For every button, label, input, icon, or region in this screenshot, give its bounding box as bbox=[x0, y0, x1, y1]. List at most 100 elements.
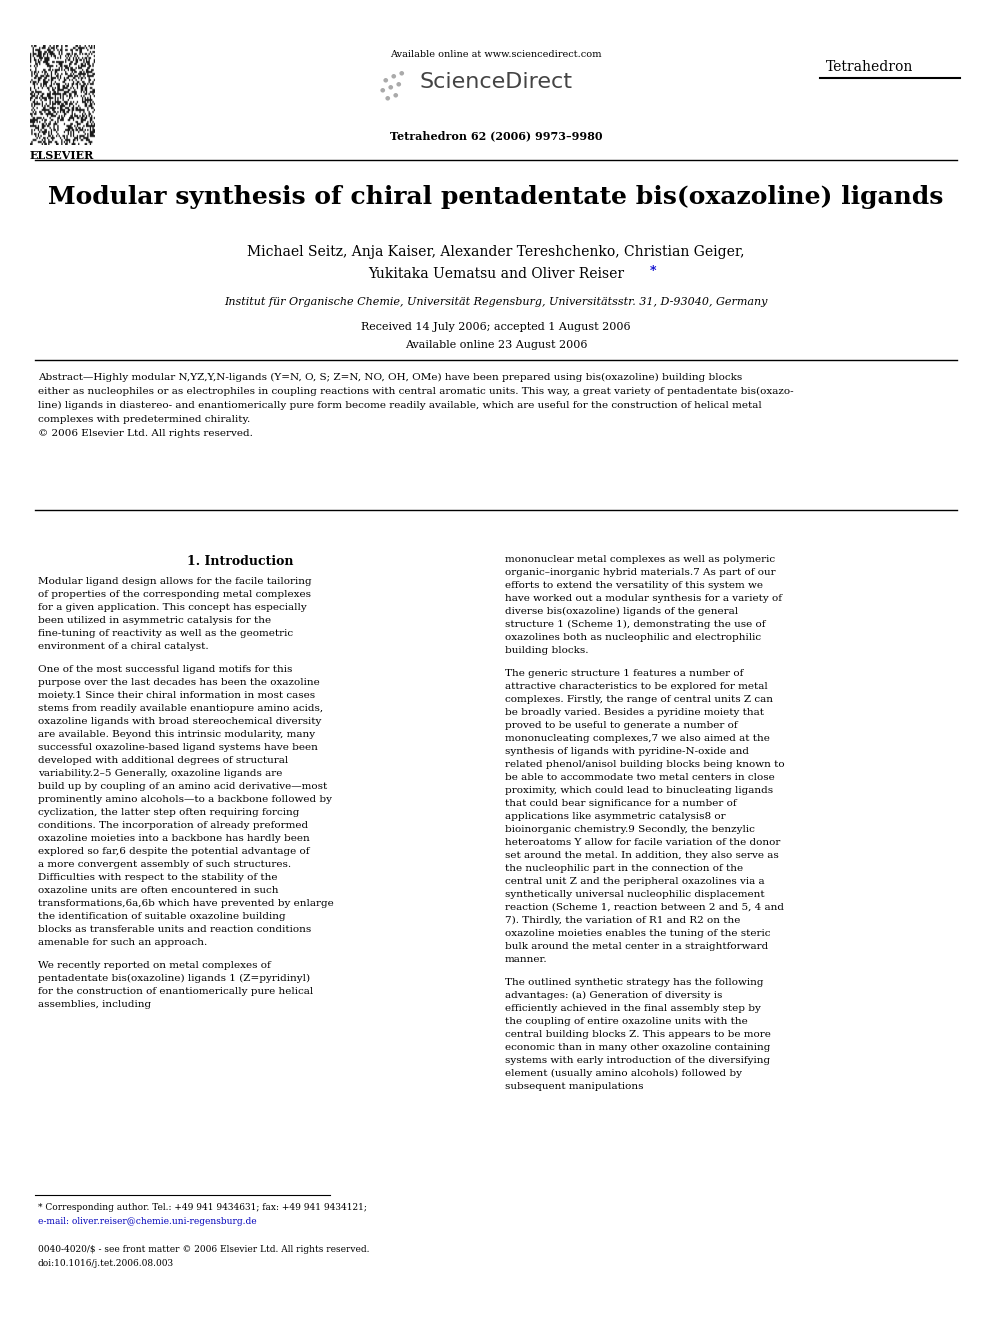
Text: Modular ligand design allows for the facile tailoring: Modular ligand design allows for the fac… bbox=[38, 577, 311, 586]
Text: central unit Z and the peripheral oxazolines via a: central unit Z and the peripheral oxazol… bbox=[505, 877, 765, 886]
Text: structure 1 (Scheme 1), demonstrating the use of: structure 1 (Scheme 1), demonstrating th… bbox=[505, 620, 766, 630]
Text: pentadentate bis(oxazoline) ligands 1 (Z=pyridinyl): pentadentate bis(oxazoline) ligands 1 (Z… bbox=[38, 974, 310, 983]
Text: organic–inorganic hybrid materials.7 As part of our: organic–inorganic hybrid materials.7 As … bbox=[505, 568, 776, 577]
Text: building blocks.: building blocks. bbox=[505, 646, 588, 655]
Text: been utilized in asymmetric catalysis for the: been utilized in asymmetric catalysis fo… bbox=[38, 617, 271, 624]
Text: subsequent manipulations: subsequent manipulations bbox=[505, 1082, 644, 1091]
Text: synthetically universal nucleophilic displacement: synthetically universal nucleophilic dis… bbox=[505, 890, 765, 900]
Text: synthesis of ligands with pyridine-N-oxide and: synthesis of ligands with pyridine-N-oxi… bbox=[505, 747, 749, 755]
Text: proved to be useful to generate a number of: proved to be useful to generate a number… bbox=[505, 721, 738, 730]
Text: Available online 23 August 2006: Available online 23 August 2006 bbox=[405, 340, 587, 351]
Text: assemblies, including: assemblies, including bbox=[38, 1000, 151, 1009]
Text: bulk around the metal center in a straightforward: bulk around the metal center in a straig… bbox=[505, 942, 768, 951]
Text: Abstract—Highly modular N,YZ,Y,N-ligands (Y=N, O, S; Z=N, NO, OH, OMe) have been: Abstract—Highly modular N,YZ,Y,N-ligands… bbox=[38, 373, 742, 382]
Text: 0040-4020/$ - see front matter © 2006 Elsevier Ltd. All rights reserved.: 0040-4020/$ - see front matter © 2006 El… bbox=[38, 1245, 369, 1254]
Text: line) ligands in diastereo- and enantiomerically pure form become readily availa: line) ligands in diastereo- and enantiom… bbox=[38, 401, 762, 410]
Text: applications like asymmetric catalysis8 or: applications like asymmetric catalysis8 … bbox=[505, 812, 725, 822]
Text: the nucleophilic part in the connection of the: the nucleophilic part in the connection … bbox=[505, 864, 743, 873]
Text: © 2006 Elsevier Ltd. All rights reserved.: © 2006 Elsevier Ltd. All rights reserved… bbox=[38, 429, 253, 438]
Text: the identification of suitable oxazoline building: the identification of suitable oxazoline… bbox=[38, 912, 286, 921]
Text: heteroatoms Y allow for facile variation of the donor: heteroatoms Y allow for facile variation… bbox=[505, 837, 781, 847]
Text: cyclization, the latter step often requiring forcing: cyclization, the latter step often requi… bbox=[38, 808, 300, 818]
Text: transformations,6a,6b which have prevented by enlarge: transformations,6a,6b which have prevent… bbox=[38, 900, 333, 908]
Text: be able to accommodate two metal centers in close: be able to accommodate two metal centers… bbox=[505, 773, 775, 782]
Text: Tetrahedron: Tetrahedron bbox=[826, 60, 914, 74]
Text: The outlined synthetic strategy has the following: The outlined synthetic strategy has the … bbox=[505, 978, 764, 987]
Text: related phenol/anisol building blocks being known to: related phenol/anisol building blocks be… bbox=[505, 759, 785, 769]
Text: ●: ● bbox=[392, 93, 398, 98]
Text: explored so far,6 despite the potential advantage of: explored so far,6 despite the potential … bbox=[38, 847, 310, 856]
Text: conditions. The incorporation of already preformed: conditions. The incorporation of already… bbox=[38, 822, 309, 830]
Text: Yukitaka Uematsu and Oliver Reiser: Yukitaka Uematsu and Oliver Reiser bbox=[368, 267, 624, 280]
Text: Tetrahedron 62 (2006) 9973–9980: Tetrahedron 62 (2006) 9973–9980 bbox=[390, 130, 602, 142]
Text: environment of a chiral catalyst.: environment of a chiral catalyst. bbox=[38, 642, 208, 651]
Text: advantages: (a) Generation of diversity is: advantages: (a) Generation of diversity … bbox=[505, 991, 722, 1000]
Text: efforts to extend the versatility of this system we: efforts to extend the versatility of thi… bbox=[505, 581, 763, 590]
Text: successful oxazoline-based ligand systems have been: successful oxazoline-based ligand system… bbox=[38, 744, 317, 751]
Text: variability.2–5 Generally, oxazoline ligands are: variability.2–5 Generally, oxazoline lig… bbox=[38, 769, 283, 778]
Text: We recently reported on metal complexes of: We recently reported on metal complexes … bbox=[38, 960, 271, 970]
Text: ●: ● bbox=[384, 95, 390, 101]
Text: complexes. Firstly, the range of central units Z can: complexes. Firstly, the range of central… bbox=[505, 695, 773, 704]
Text: oxazoline ligands with broad stereochemical diversity: oxazoline ligands with broad stereochemi… bbox=[38, 717, 321, 726]
Text: be broadly varied. Besides a pyridine moiety that: be broadly varied. Besides a pyridine mo… bbox=[505, 708, 764, 717]
Text: Received 14 July 2006; accepted 1 August 2006: Received 14 July 2006; accepted 1 August… bbox=[361, 321, 631, 332]
Text: ●: ● bbox=[395, 82, 401, 86]
Text: that could bear significance for a number of: that could bear significance for a numbe… bbox=[505, 799, 737, 808]
Text: systems with early introduction of the diversifying: systems with early introduction of the d… bbox=[505, 1056, 770, 1065]
Text: diverse bis(oxazoline) ligands of the general: diverse bis(oxazoline) ligands of the ge… bbox=[505, 607, 738, 617]
Text: ●: ● bbox=[379, 87, 385, 93]
Text: mononuclear metal complexes as well as polymeric: mononuclear metal complexes as well as p… bbox=[505, 556, 775, 564]
Text: either as nucleophiles or as electrophiles in coupling reactions with central ar: either as nucleophiles or as electrophil… bbox=[38, 388, 794, 396]
Text: blocks as transferable units and reaction conditions: blocks as transferable units and reactio… bbox=[38, 925, 311, 934]
Text: * Corresponding author. Tel.: +49 941 9434631; fax: +49 941 9434121;: * Corresponding author. Tel.: +49 941 94… bbox=[38, 1203, 367, 1212]
Text: 1. Introduction: 1. Introduction bbox=[186, 556, 294, 568]
Text: oxazoline units are often encountered in such: oxazoline units are often encountered in… bbox=[38, 886, 279, 894]
Text: ●: ● bbox=[382, 78, 388, 82]
Text: The generic structure 1 features a number of: The generic structure 1 features a numbe… bbox=[505, 669, 743, 677]
Text: Difficulties with respect to the stability of the: Difficulties with respect to the stabili… bbox=[38, 873, 278, 882]
Text: of properties of the corresponding metal complexes: of properties of the corresponding metal… bbox=[38, 590, 311, 599]
Text: prominently amino alcohols—to a backbone followed by: prominently amino alcohols—to a backbone… bbox=[38, 795, 332, 804]
Text: purpose over the last decades has been the oxazoline: purpose over the last decades has been t… bbox=[38, 677, 319, 687]
Text: oxazoline moieties into a backbone has hardly been: oxazoline moieties into a backbone has h… bbox=[38, 833, 310, 843]
Text: developed with additional degrees of structural: developed with additional degrees of str… bbox=[38, 755, 289, 765]
Text: economic than in many other oxazoline containing: economic than in many other oxazoline co… bbox=[505, 1043, 771, 1052]
Text: ELSEVIER: ELSEVIER bbox=[30, 149, 94, 161]
Text: efficiently achieved in the final assembly step by: efficiently achieved in the final assemb… bbox=[505, 1004, 761, 1013]
Text: manner.: manner. bbox=[505, 955, 548, 964]
Text: moiety.1 Since their chiral information in most cases: moiety.1 Since their chiral information … bbox=[38, 691, 315, 700]
Text: the coupling of entire oxazoline units with the: the coupling of entire oxazoline units w… bbox=[505, 1017, 748, 1027]
Text: e-mail: oliver.reiser@chemie.uni-regensburg.de: e-mail: oliver.reiser@chemie.uni-regensb… bbox=[38, 1217, 257, 1226]
Text: oxazolines both as nucleophilic and electrophilic: oxazolines both as nucleophilic and elec… bbox=[505, 632, 761, 642]
Text: element (usually amino alcohols) followed by: element (usually amino alcohols) followe… bbox=[505, 1069, 742, 1078]
Text: proximity, which could lead to binucleating ligands: proximity, which could lead to binucleat… bbox=[505, 786, 773, 795]
Text: stems from readily available enantiopure amino acids,: stems from readily available enantiopure… bbox=[38, 704, 323, 713]
Text: mononucleating complexes,7 we also aimed at the: mononucleating complexes,7 we also aimed… bbox=[505, 734, 770, 744]
Text: ●: ● bbox=[390, 74, 396, 78]
Text: ●: ● bbox=[398, 70, 404, 75]
Text: oxazoline moieties enables the tuning of the steric: oxazoline moieties enables the tuning of… bbox=[505, 929, 771, 938]
Text: complexes with predetermined chirality.: complexes with predetermined chirality. bbox=[38, 415, 250, 423]
Text: Institut für Organische Chemie, Universität Regensburg, Universitätsstr. 31, D-9: Institut für Organische Chemie, Universi… bbox=[224, 296, 768, 307]
Text: build up by coupling of an amino acid derivative—most: build up by coupling of an amino acid de… bbox=[38, 782, 327, 791]
Text: are available. Beyond this intrinsic modularity, many: are available. Beyond this intrinsic mod… bbox=[38, 730, 315, 740]
Text: have worked out a modular synthesis for a variety of: have worked out a modular synthesis for … bbox=[505, 594, 782, 603]
Text: fine-tuning of reactivity as well as the geometric: fine-tuning of reactivity as well as the… bbox=[38, 628, 293, 638]
Text: central building blocks Z. This appears to be more: central building blocks Z. This appears … bbox=[505, 1031, 771, 1039]
Text: attractive characteristics to be explored for metal: attractive characteristics to be explore… bbox=[505, 681, 768, 691]
Text: ScienceDirect: ScienceDirect bbox=[420, 71, 572, 93]
Text: reaction (Scheme 1, reaction between 2 and 5, 4 and: reaction (Scheme 1, reaction between 2 a… bbox=[505, 904, 784, 912]
Text: ●: ● bbox=[387, 85, 393, 90]
Text: Modular synthesis of chiral pentadentate bis(oxazoline) ligands: Modular synthesis of chiral pentadentate… bbox=[49, 185, 943, 209]
Text: doi:10.1016/j.tet.2006.08.003: doi:10.1016/j.tet.2006.08.003 bbox=[38, 1259, 175, 1267]
Text: One of the most successful ligand motifs for this: One of the most successful ligand motifs… bbox=[38, 665, 293, 673]
Text: Available online at www.sciencedirect.com: Available online at www.sciencedirect.co… bbox=[390, 50, 602, 60]
Text: set around the metal. In addition, they also serve as: set around the metal. In addition, they … bbox=[505, 851, 779, 860]
Text: a more convergent assembly of such structures.: a more convergent assembly of such struc… bbox=[38, 860, 291, 869]
Text: bioinorganic chemistry.9 Secondly, the benzylic: bioinorganic chemistry.9 Secondly, the b… bbox=[505, 826, 755, 833]
Text: for the construction of enantiomerically pure helical: for the construction of enantiomerically… bbox=[38, 987, 313, 996]
Text: 7). Thirdly, the variation of R1 and R2 on the: 7). Thirdly, the variation of R1 and R2 … bbox=[505, 916, 740, 925]
Text: Michael Seitz, Anja Kaiser, Alexander Tereshchenko, Christian Geiger,: Michael Seitz, Anja Kaiser, Alexander Te… bbox=[247, 245, 745, 259]
Text: amenable for such an approach.: amenable for such an approach. bbox=[38, 938, 207, 947]
